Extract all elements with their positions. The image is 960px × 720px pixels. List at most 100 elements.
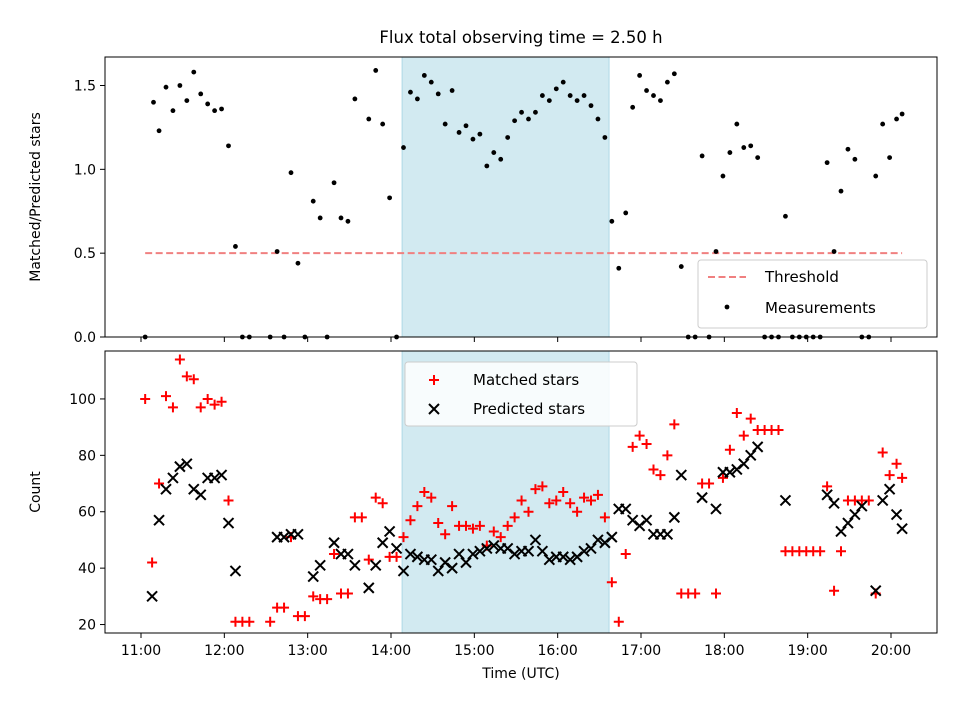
- matched-star-point: [147, 557, 158, 568]
- matched-star-point: [592, 489, 603, 500]
- matched-star-point: [829, 585, 840, 596]
- predicted-star-point: [564, 553, 576, 566]
- measurement-point: [274, 249, 280, 254]
- legend: Matched stars Predicted stars: [404, 361, 638, 427]
- measurement-point: [783, 213, 788, 219]
- predicted-star-point: [835, 525, 847, 538]
- matched-star-point: [308, 591, 319, 602]
- predicted-star-point: [578, 545, 590, 557]
- measurement-point: [873, 173, 879, 179]
- measurement-point: [713, 249, 719, 254]
- x-tick-label: 20:00: [871, 643, 911, 659]
- x-tick-label: 11:00: [121, 643, 161, 659]
- predicted-star-point: [779, 494, 792, 507]
- measurement-point: [720, 173, 726, 179]
- predicted-star-point: [342, 548, 354, 560]
- predicted-star-point: [215, 469, 228, 481]
- measurement-point: [463, 123, 469, 129]
- matched-star-point: [299, 611, 310, 622]
- x-tick-label: 16:00: [537, 643, 577, 659]
- x-axis-label: Time (UTC): [481, 666, 559, 682]
- measurement-point: [595, 116, 601, 122]
- matched-star-point: [579, 492, 590, 503]
- y-tick-label: 20: [78, 618, 96, 634]
- measurement-point: [546, 98, 552, 103]
- predicted-star-point: [668, 511, 681, 524]
- matched-star-point: [433, 518, 444, 529]
- measurement-point: [212, 108, 218, 114]
- measurement-point: [456, 130, 462, 135]
- predicted-star-point: [208, 472, 221, 484]
- matched-star-point: [613, 616, 624, 627]
- legend-box: [404, 361, 638, 427]
- predicted-star-point: [292, 528, 304, 541]
- measurement-point: [852, 156, 858, 162]
- bottom-panel: 20 40 60 80 100 11:00 12:00 13:00 14:00 15:00 16:0…: [28, 350, 938, 682]
- matched-star-point: [822, 481, 833, 492]
- predicted-star-point: [828, 497, 840, 509]
- matched-star-point: [509, 512, 520, 523]
- predicted-star-point: [592, 534, 604, 546]
- matched-star-point: [447, 501, 458, 512]
- measurement-point: [233, 244, 238, 249]
- predicted-star-point: [522, 545, 535, 557]
- matched-star-point: [461, 520, 471, 531]
- measurement-point: [198, 91, 204, 97]
- measurement-point: [352, 96, 358, 102]
- y-tick-label: 1.5: [74, 79, 96, 95]
- measurement-point: [226, 143, 231, 149]
- measurement-point: [894, 116, 899, 122]
- x-tick-label: 15:00: [454, 643, 494, 659]
- matched-star-point: [551, 495, 562, 506]
- legend: Threshold Measurements: [697, 259, 928, 329]
- measurement-point: [734, 121, 740, 127]
- predicted-star-point: [314, 559, 326, 572]
- predicted-star-point: [536, 545, 549, 557]
- measurement-point: [163, 84, 169, 90]
- matched-star-point: [738, 430, 749, 441]
- plot-frame: [104, 350, 938, 634]
- matched-star-point: [724, 444, 735, 455]
- matched-star-point: [265, 616, 276, 627]
- matched-star-point: [836, 546, 846, 557]
- measurement-point: [637, 73, 643, 78]
- matched-star-point: [662, 450, 673, 461]
- matched-star-point: [537, 481, 548, 492]
- matched-star-point: [329, 549, 340, 560]
- matched-star-point: [474, 520, 485, 531]
- y-tick-label: 40: [78, 561, 96, 577]
- measurement-point: [899, 111, 905, 117]
- y-tick-label: 60: [78, 505, 96, 521]
- predicted-star-point: [383, 525, 396, 538]
- predicted-star-point: [585, 542, 597, 555]
- matched-star-point: [897, 472, 908, 483]
- measurement-point: [421, 73, 427, 78]
- measurement-point: [602, 135, 608, 140]
- matched-star-point: [711, 588, 721, 599]
- predicted-star-point: [167, 472, 179, 484]
- matched-star-point: [216, 396, 227, 407]
- measurement-point: [623, 210, 629, 216]
- predicted-star-point: [307, 570, 319, 583]
- predicted-star-point: [543, 553, 556, 566]
- matched-star-point: [370, 492, 381, 503]
- measurement-point: [727, 150, 733, 155]
- predicted-star-point: [174, 460, 186, 473]
- measurement-point: [449, 88, 455, 93]
- measurement-point: [484, 163, 490, 169]
- predicted-star-point: [620, 503, 632, 515]
- predicted-star-point: [181, 458, 193, 470]
- matched-star-point: [342, 588, 353, 599]
- measurement-point: [741, 145, 747, 150]
- measurement-point: [699, 153, 705, 159]
- measurement-point: [581, 93, 587, 98]
- matched-star-point: [174, 354, 185, 365]
- measurement-point: [401, 145, 406, 150]
- measurement-point: [435, 91, 441, 97]
- matched-star-point: [863, 495, 874, 506]
- chart-title: Flux total observing time = 2.50 h: [379, 28, 662, 47]
- measurement-point: [498, 156, 504, 162]
- predicted-star-point: [529, 534, 542, 546]
- predicted-star-point: [890, 508, 903, 521]
- measurement-point: [380, 121, 386, 127]
